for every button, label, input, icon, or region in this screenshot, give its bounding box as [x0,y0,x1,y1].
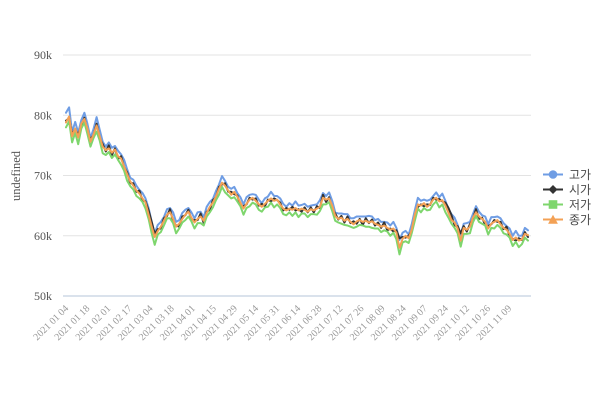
triangle-marker-icon [543,214,563,224]
series-lines [65,106,529,256]
y-tick-label: 80k [34,108,52,122]
legend: 고가 시가 저가 종가 [542,167,591,227]
y-tick-label: 50k [34,289,52,303]
series-line-low [65,120,529,256]
gridlines [63,54,531,297]
y-tick-label: 60k [34,229,52,243]
series-line-open [65,116,529,242]
y-tick-label: 70k [34,169,52,183]
legend-label: 저가 [569,198,592,212]
diamond-marker-icon [543,185,563,194]
legend-label: 종가 [569,213,592,227]
legend-item-low[interactable]: 저가 [542,197,591,212]
legend-label: 고가 [569,168,592,182]
legend-label: 시가 [569,183,592,197]
y-axis-title: undefined [9,150,23,201]
series-line-close [65,115,529,249]
legend-item-close[interactable]: 종가 [542,212,591,227]
series-line-high [65,106,529,241]
legend-item-open[interactable]: 시가 [542,182,591,197]
y-tick-label: 90k [34,48,52,62]
square-marker-icon [543,200,563,209]
circle-marker-icon [543,170,563,179]
legend-item-high[interactable]: 고가 [542,167,591,182]
y-axis-tick-labels: 90k 80k 70k 60k 50k [34,48,52,303]
